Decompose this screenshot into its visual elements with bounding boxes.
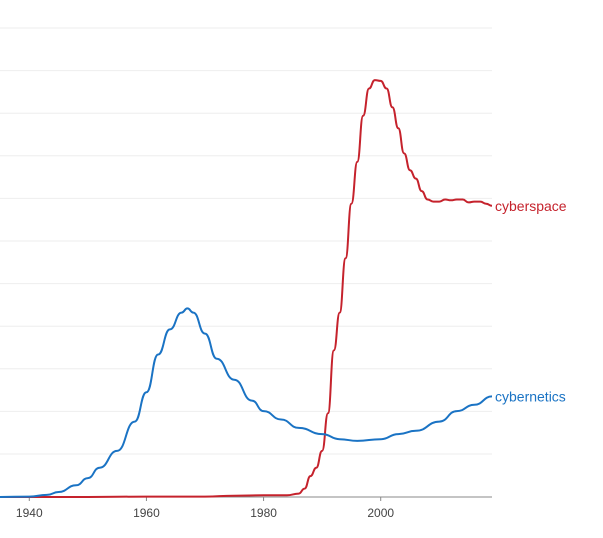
gridlines [0, 27, 492, 455]
x-tick-label: 2000 [367, 506, 394, 520]
x-tick-labels: 1940 1960 1980 2000 [16, 497, 394, 520]
x-tick-label: 1980 [250, 506, 277, 520]
series-line-cybernetics [0, 307, 493, 498]
series-line-cyberspace [0, 79, 493, 499]
series-label-cybernetics: cybernetics [495, 388, 566, 404]
x-tick-label: 1940 [16, 506, 43, 520]
x-tick-label: 1960 [133, 506, 160, 520]
series-labels: cyberspace cybernetics [495, 198, 567, 405]
series-label-cyberspace: cyberspace [495, 198, 567, 214]
series-lines [0, 79, 493, 499]
